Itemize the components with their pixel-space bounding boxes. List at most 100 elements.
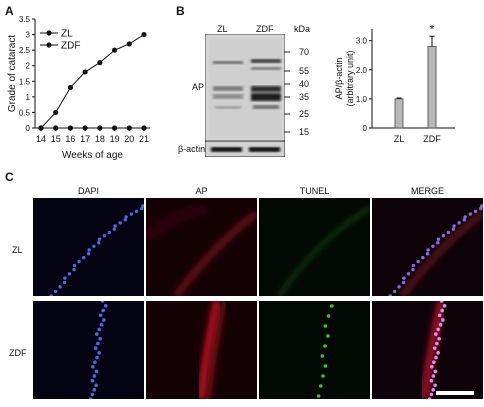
dapi-nucleus xyxy=(101,308,105,313)
merge-nucleus xyxy=(433,369,438,374)
merge-nucleus xyxy=(426,248,430,252)
significance-asterisk: * xyxy=(430,23,435,35)
merge-nucleus xyxy=(427,397,432,399)
legend-marker xyxy=(46,30,52,36)
merge-nucleus xyxy=(416,259,420,264)
panel-letter-a: A xyxy=(5,4,14,18)
micrograph-zdf-dapi xyxy=(33,301,144,399)
ap-bar-chart: 0 1.0 2.0 3.0 ZL ZDF * AP/β-actin (arbitrary uni… xyxy=(334,23,455,144)
blot-band-label: AP xyxy=(192,82,205,92)
dapi-nucleus xyxy=(107,230,112,235)
y-tick-label: 2.5 xyxy=(19,46,31,55)
data-point-zdf xyxy=(97,60,103,66)
dapi-nucleus xyxy=(102,234,107,238)
dapi-nucleus xyxy=(92,374,97,378)
dapi-nucleus xyxy=(91,364,95,369)
micrograph-zdf-merge xyxy=(372,301,483,399)
merge-nucleus xyxy=(425,252,430,256)
merge-nucleus xyxy=(433,383,437,388)
data-point-zl xyxy=(53,125,59,131)
x-tick-label: 19 xyxy=(110,134,120,144)
y-tick-label: 2.0 xyxy=(356,66,368,75)
merge-nucleus xyxy=(440,308,444,313)
dapi-nucleus xyxy=(87,248,91,252)
western-blot-image xyxy=(205,34,285,141)
merge-nucleus xyxy=(436,241,440,245)
y-tick-label: 0 xyxy=(363,124,368,133)
cataract-line-chart: 0 0.5 1 1.5 2 2.5 3 3.5 14 15 16 17 18 19 20 21 Weeks of… xyxy=(7,15,150,161)
merge-nucleus xyxy=(435,341,439,346)
merge-nucleus xyxy=(406,272,411,276)
y-axis-label-line2: (arbitrary unit) xyxy=(345,50,355,106)
panel-letter-b: B xyxy=(176,4,185,18)
data-point-zdf xyxy=(53,109,59,116)
merge-nucleus xyxy=(473,209,478,213)
dapi-nucleus xyxy=(92,244,96,249)
data-point-zdf xyxy=(126,41,132,47)
data-point-zdf xyxy=(67,84,74,91)
legend-label-zl: ZL xyxy=(61,29,73,40)
y-tick-label: 1.5 xyxy=(19,77,31,86)
merge-nucleus xyxy=(436,327,440,332)
data-point-zl xyxy=(82,125,88,131)
dapi-nucleus xyxy=(134,209,139,213)
dapi-nucleus xyxy=(86,252,91,256)
data-point-zdf xyxy=(141,31,147,38)
column-title-tunel: TUNEL xyxy=(299,186,330,196)
merge-nucleus xyxy=(437,313,442,318)
dapi-nucleus xyxy=(103,303,108,308)
dapi-nucleus xyxy=(99,322,104,327)
merge-nucleus xyxy=(436,351,440,355)
dapi-nucleus xyxy=(97,327,101,332)
data-point-zdf xyxy=(82,69,88,75)
x-tick-label: 21 xyxy=(139,134,149,144)
merge-nucleus xyxy=(411,267,415,272)
merge-nucleus xyxy=(441,318,445,322)
merge-nucleus xyxy=(402,276,406,280)
dapi-nucleus xyxy=(102,318,106,322)
lane-label-zl: ZL xyxy=(217,24,228,34)
merge-nucleus xyxy=(462,218,466,222)
dapi-nucleus xyxy=(97,351,101,355)
merge-nucleus xyxy=(388,294,392,296)
x-tick-label: 14 xyxy=(36,134,46,144)
micrograph-zl-merge xyxy=(372,198,483,296)
merge-nucleus xyxy=(429,392,434,397)
dapi-nucleus xyxy=(141,204,144,208)
dapi-nucleus xyxy=(98,337,102,341)
x-tick-label-zl: ZL xyxy=(394,134,405,144)
tunel-positive-nucleus xyxy=(326,334,330,338)
y-axis-label: Grade of cataract xyxy=(7,35,18,112)
tunel-positive-nucleus xyxy=(320,354,325,358)
dapi-nucleus xyxy=(123,218,127,222)
bar-zdf xyxy=(427,46,437,129)
x-tick-label: 20 xyxy=(124,134,134,144)
dapi-nucleus xyxy=(112,227,116,231)
legend-label-zdf: ZDF xyxy=(61,41,80,52)
dapi-nucleus xyxy=(49,294,53,296)
merge-nucleus xyxy=(437,337,441,341)
kda-marker-70: 70 xyxy=(299,47,310,57)
legend-marker xyxy=(46,42,52,48)
merge-nucleus xyxy=(438,322,443,327)
data-point-zdf xyxy=(38,125,44,131)
dapi-nucleus xyxy=(100,301,105,303)
merge-nucleus xyxy=(451,227,455,231)
merge-nucleus xyxy=(431,374,436,378)
merge-nucleus xyxy=(430,364,434,369)
dapi-nucleus xyxy=(88,397,93,399)
dapi-nucleus xyxy=(77,259,81,264)
dapi-nucleus xyxy=(129,212,134,216)
merge-nucleus xyxy=(452,224,456,228)
y-tick-label: 2 xyxy=(26,62,31,71)
tunel-positive-nucleus xyxy=(323,324,328,328)
y-tick-label: 3.5 xyxy=(19,15,31,24)
merge-nucleus xyxy=(436,237,441,241)
row-label-zl: ZL xyxy=(12,245,23,255)
merge-nucleus xyxy=(434,332,438,336)
dapi-nucleus xyxy=(140,206,144,211)
dapi-nucleus xyxy=(90,378,95,383)
y-tick-label: 3.0 xyxy=(356,37,368,46)
merge-nucleus xyxy=(397,285,401,289)
bar-zl xyxy=(394,98,404,129)
